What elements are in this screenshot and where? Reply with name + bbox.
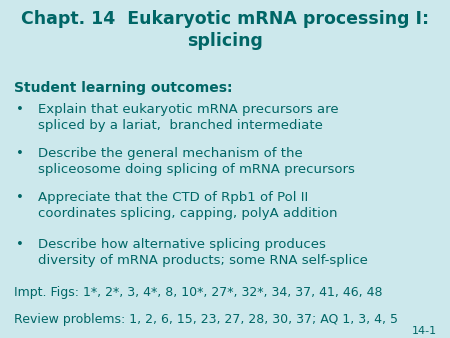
- Text: Describe the general mechanism of the
spliceosome doing splicing of mRNA precurs: Describe the general mechanism of the sp…: [38, 147, 355, 176]
- Text: Explain that eukaryotic mRNA precursors are
spliced by a lariat,  branched inter: Explain that eukaryotic mRNA precursors …: [38, 103, 339, 132]
- Text: Impt. Figs: 1*, 2*, 3, 4*, 8, 10*, 27*, 32*, 34, 37, 41, 46, 48: Impt. Figs: 1*, 2*, 3, 4*, 8, 10*, 27*, …: [14, 286, 382, 298]
- Text: •: •: [16, 238, 23, 251]
- Text: •: •: [16, 191, 23, 204]
- Text: Review problems: 1, 2, 6, 15, 23, 27, 28, 30, 37; AQ 1, 3, 4, 5: Review problems: 1, 2, 6, 15, 23, 27, 28…: [14, 313, 397, 325]
- Text: •: •: [16, 103, 23, 116]
- Text: Describe how alternative splicing produces
diversity of mRNA products; some RNA : Describe how alternative splicing produc…: [38, 238, 368, 267]
- Text: Chapt. 14  Eukaryotic mRNA processing I:
splicing: Chapt. 14 Eukaryotic mRNA processing I: …: [21, 10, 429, 50]
- Text: •: •: [16, 147, 23, 160]
- Text: Student learning outcomes:: Student learning outcomes:: [14, 81, 232, 95]
- Text: 14-1: 14-1: [411, 326, 436, 336]
- Text: Appreciate that the CTD of Rpb1 of Pol II
coordinates splicing, capping, polyA a: Appreciate that the CTD of Rpb1 of Pol I…: [38, 191, 338, 220]
